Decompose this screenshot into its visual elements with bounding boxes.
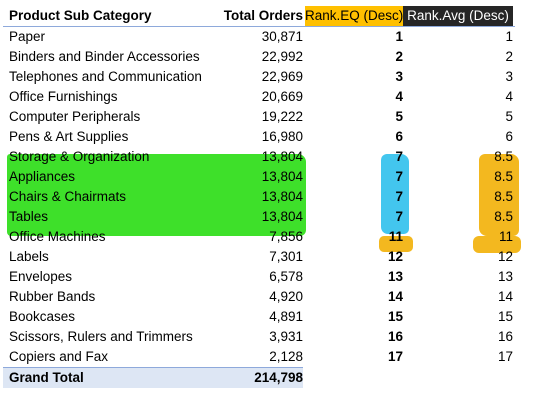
cell-orders: 13,804: [261, 149, 303, 164]
cell-rank-eq: 12: [387, 249, 403, 264]
cell-rank-eq: 13: [387, 269, 403, 284]
cell-rank-eq: 3: [395, 69, 403, 84]
header-rank-eq[interactable]: Rank.EQ (Desc): [305, 6, 403, 26]
cell-category: Scissors, Rulers and Trimmers: [9, 329, 193, 344]
table-row[interactable]: Binders and Binder Accessories 22,992 2 …: [3, 47, 515, 67]
table-row[interactable]: Envelopes 6,578 13 13: [3, 267, 515, 287]
cell-rank-eq: 5: [395, 109, 403, 124]
cyan-highlight-rank-eq: [381, 154, 409, 234]
cell-rank-avg: 8.5: [494, 209, 513, 224]
cell-category: Paper: [9, 29, 46, 44]
table-header: Product Sub Category Total Orders Rank.E…: [3, 6, 515, 27]
cell-orders: 2,128: [269, 349, 303, 364]
cell-rank-avg: 13: [497, 269, 513, 284]
table-row[interactable]: Office Furnishings 20,669 4 4: [3, 87, 515, 107]
cell-category: Pens & Art Supplies: [9, 129, 129, 144]
cell-category: Copiers and Fax: [9, 349, 109, 364]
cell-rank-eq: 7: [395, 149, 403, 164]
cell-rank-eq: 7: [395, 189, 403, 204]
cell-rank-avg: 4: [505, 89, 513, 104]
table-row[interactable]: Telephones and Communication 22,969 3 3: [3, 67, 515, 87]
cell-orders: 4,891: [269, 309, 303, 324]
cell-category: Office Furnishings: [9, 89, 118, 104]
cell-orders: 16,980: [261, 129, 303, 144]
cell-rank-eq: 6: [395, 129, 403, 144]
table-row[interactable]: Rubber Bands 4,920 14 14: [3, 287, 515, 307]
cell-rank-avg: 11: [498, 229, 513, 244]
cell-orders: 4,920: [269, 289, 303, 304]
cell-category: Appliances: [9, 169, 76, 184]
cell-rank-eq: 17: [387, 349, 403, 364]
cell-rank-eq: 16: [387, 329, 403, 344]
cell-rank-eq: 14: [387, 289, 403, 304]
table-row[interactable]: Paper 30,871 1 1: [3, 27, 515, 47]
header-total-orders[interactable]: Total Orders: [223, 8, 303, 23]
grand-total-row: Grand Total 214,798: [3, 367, 303, 388]
cell-rank-eq: 11: [388, 229, 403, 244]
cell-category: Envelopes: [9, 269, 73, 284]
cell-rank-eq: 7: [395, 169, 403, 184]
cell-rank-avg: 15: [497, 309, 513, 324]
table-row[interactable]: Office Machines 7,856 11 11: [3, 227, 515, 247]
table-row[interactable]: Storage & Organization 13,804 7 8.5: [3, 147, 515, 167]
cell-orders: 7,856: [269, 229, 303, 244]
cell-rank-avg: 8.5: [494, 189, 513, 204]
cell-category: Telephones and Communication: [9, 69, 202, 84]
cell-rank-avg: 3: [505, 69, 513, 84]
cell-rank-avg: 6: [505, 129, 513, 144]
cell-category: Computer Peripherals: [9, 109, 141, 124]
cell-rank-avg: 16: [497, 329, 513, 344]
table-row[interactable]: Scissors, Rulers and Trimmers 3,931 16 1…: [3, 327, 515, 347]
header-category[interactable]: Product Sub Category: [9, 8, 152, 23]
cell-rank-avg: 1: [505, 29, 513, 44]
cell-category: Binders and Binder Accessories: [9, 49, 200, 64]
table-row[interactable]: Chairs & Chairmats 13,804 7 8.5: [3, 187, 515, 207]
cell-orders: 7,301: [269, 249, 303, 264]
cell-rank-avg: 5: [505, 109, 513, 124]
table-row[interactable]: Tables 13,804 7 8.5: [3, 207, 515, 227]
cell-rank-eq: 1: [395, 29, 403, 44]
cell-orders: 19,222: [261, 109, 303, 124]
cell-category: Chairs & Chairmats: [9, 189, 127, 204]
cell-rank-avg: 12: [497, 249, 513, 264]
cell-orders: 20,669: [261, 89, 303, 104]
cell-category: Bookcases: [9, 309, 76, 324]
table-row[interactable]: Bookcases 4,891 15 15: [3, 307, 515, 327]
table-row[interactable]: Labels 7,301 12 12: [3, 247, 515, 267]
cell-orders: 22,992: [261, 49, 303, 64]
cell-rank-avg: 17: [497, 349, 513, 364]
grand-total-label: Grand Total: [9, 370, 84, 385]
green-highlight-tied-rows: [7, 154, 306, 236]
cell-orders: 6,578: [269, 269, 303, 284]
cell-orders: 22,969: [261, 69, 303, 84]
cell-rank-eq: 2: [395, 49, 403, 64]
orange-highlight-rank-eq-11: [379, 236, 413, 252]
cell-orders: 13,804: [261, 169, 303, 184]
cell-rank-avg: 14: [497, 289, 513, 304]
grand-total-orders: 214,798: [254, 370, 303, 385]
table-row[interactable]: Appliances 13,804 7 8.5: [3, 167, 515, 187]
table-row[interactable]: Copiers and Fax 2,128 17 17: [3, 347, 515, 367]
cell-category: Rubber Bands: [9, 289, 96, 304]
cell-rank-eq: 4: [395, 89, 403, 104]
cell-orders: 13,804: [261, 189, 303, 204]
orange-highlight-rank-avg: [479, 154, 519, 236]
cell-orders: 30,871: [261, 29, 303, 44]
cell-rank-avg: 8.5: [494, 149, 513, 164]
cell-orders: 3,931: [269, 329, 303, 344]
cell-category: Labels: [9, 249, 49, 264]
table-row[interactable]: Computer Peripherals 19,222 5 5: [3, 107, 515, 127]
cell-rank-eq: 15: [387, 309, 403, 324]
cell-rank-avg: 8.5: [494, 169, 513, 184]
cell-category: Storage & Organization: [9, 149, 150, 164]
header-rank-avg[interactable]: Rank.Avg (Desc): [403, 6, 513, 26]
cell-rank-eq: 7: [395, 209, 403, 224]
cell-category: Tables: [9, 209, 49, 224]
orange-highlight-rank-avg-11: [473, 236, 521, 253]
cell-rank-avg: 2: [505, 49, 513, 64]
cell-orders: 13,804: [261, 209, 303, 224]
pivot-table: Product Sub Category Total Orders Rank.E…: [3, 6, 521, 388]
cell-category: Office Machines: [9, 229, 106, 244]
table-row[interactable]: Pens & Art Supplies 16,980 6 6: [3, 127, 515, 147]
